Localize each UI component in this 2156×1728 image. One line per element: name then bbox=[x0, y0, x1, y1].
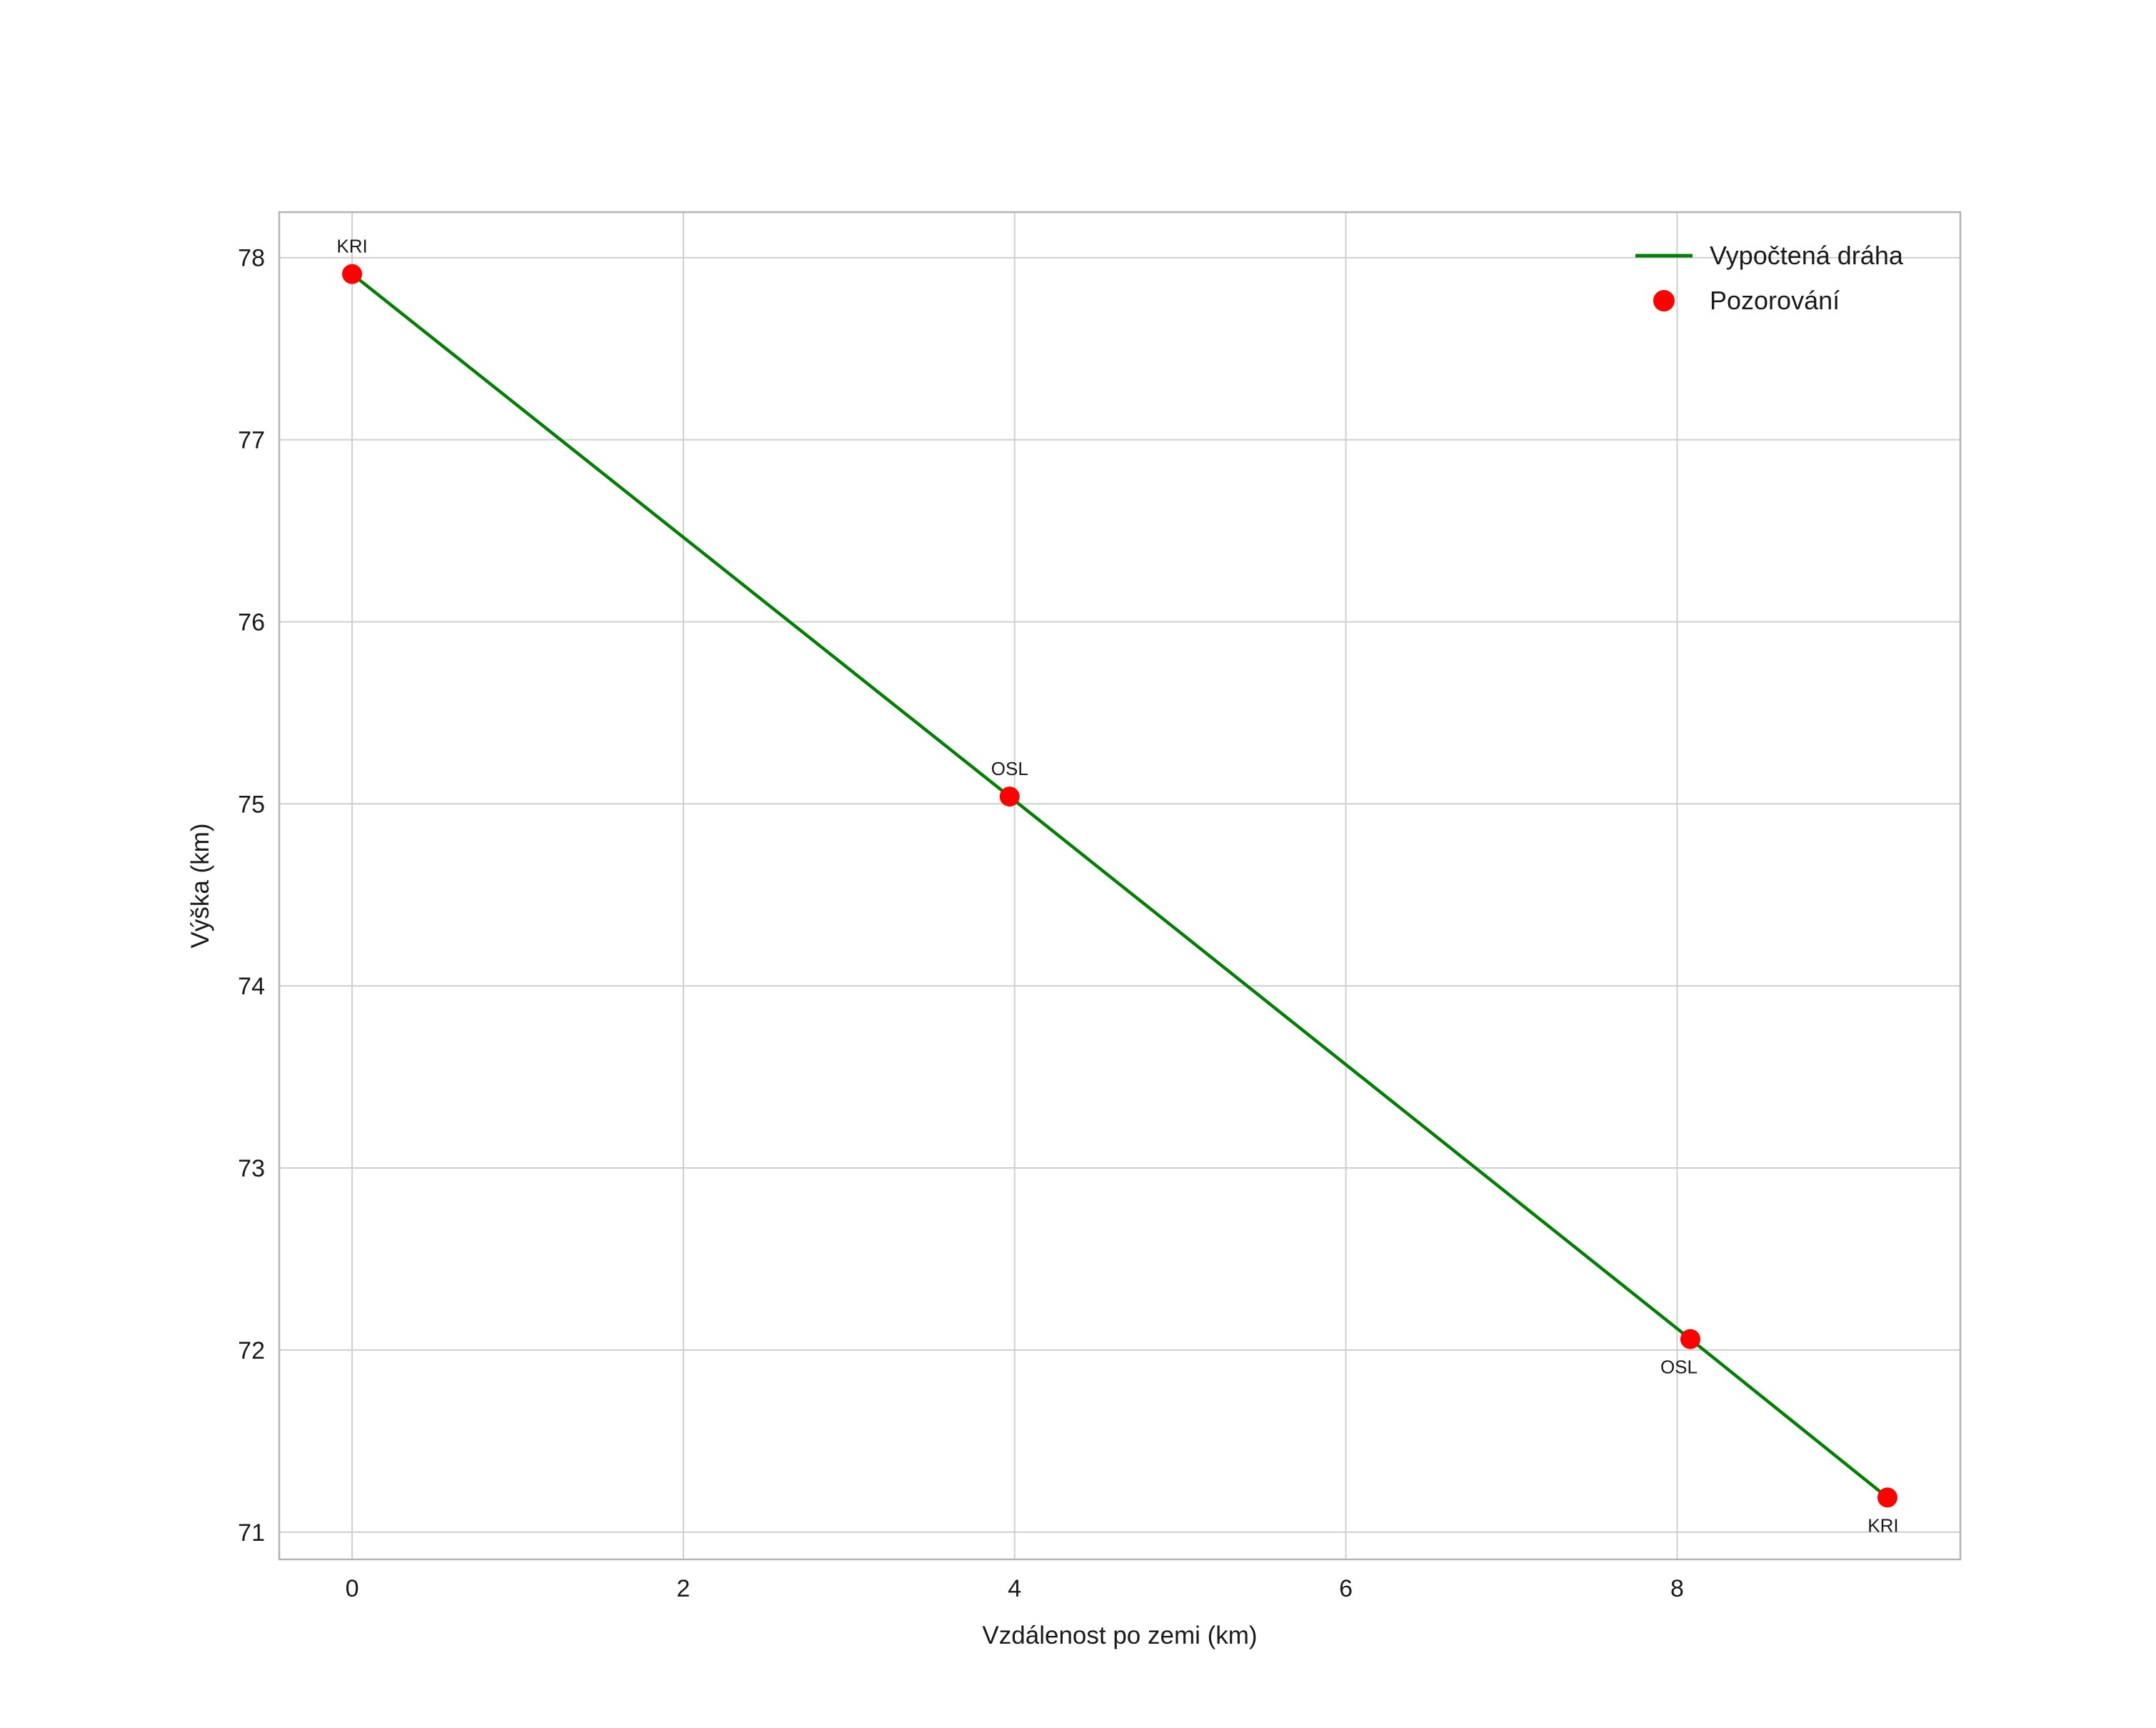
x-tick-label: 0 bbox=[346, 1575, 359, 1602]
observation-marker bbox=[999, 786, 1020, 807]
y-axis-label: Výška (km) bbox=[186, 824, 214, 949]
x-tick-label: 2 bbox=[676, 1575, 690, 1602]
point-label: KRI bbox=[336, 236, 367, 257]
x-tick-label: 4 bbox=[1008, 1575, 1021, 1602]
y-tick-label: 71 bbox=[238, 1519, 265, 1547]
y-tick-label: 77 bbox=[238, 427, 265, 454]
trajectory-line bbox=[350, 272, 1890, 1499]
legend-label-trajectory: Vypočtená dráha bbox=[1710, 241, 1904, 270]
point-label: OSL bbox=[991, 758, 1028, 779]
x-axis-label: Vzdálenost po zemi (km) bbox=[982, 1622, 1257, 1649]
observation-marker bbox=[1680, 1329, 1700, 1349]
y-tick-label: 76 bbox=[238, 609, 265, 636]
y-tick-label: 72 bbox=[238, 1337, 265, 1364]
y-tick-label: 73 bbox=[238, 1155, 265, 1182]
observation-marker bbox=[1877, 1487, 1897, 1508]
legend-marker-sample bbox=[1653, 290, 1675, 311]
x-tick-label: 6 bbox=[1339, 1575, 1353, 1602]
legend-label-observations: Pozorování bbox=[1710, 286, 1840, 315]
y-tick-label: 78 bbox=[238, 245, 265, 272]
observation-marker bbox=[342, 264, 363, 284]
plot-frame bbox=[278, 211, 1962, 1561]
x-tick-label: 8 bbox=[1670, 1575, 1684, 1602]
y-tick-label: 74 bbox=[238, 973, 265, 1000]
y-tick-label: 75 bbox=[238, 791, 265, 818]
point-label: OSL bbox=[1660, 1357, 1698, 1378]
point-label: KRI bbox=[1867, 1514, 1898, 1536]
